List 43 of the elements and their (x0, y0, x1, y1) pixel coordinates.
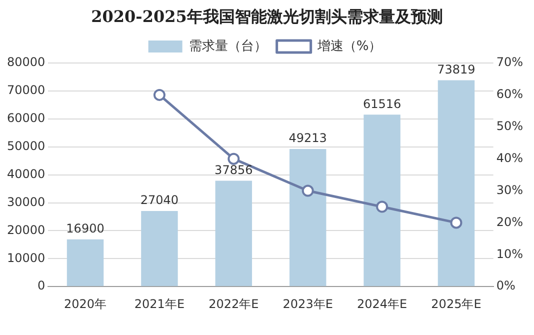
y-tick-label: 30000 (6, 194, 46, 209)
y2-tick-label: 70% (496, 55, 523, 70)
y2-tick-label: 10% (496, 246, 523, 261)
point (302, 184, 314, 197)
y2-tick-label: 0% (496, 278, 516, 293)
x-tick-label: 2021年E (134, 296, 185, 311)
y2-tick-label: 30% (496, 182, 523, 197)
y-tick-label: 10000 (6, 250, 46, 265)
legend-label: 需求量（台） (188, 38, 267, 54)
data-label: 49213 (288, 131, 327, 146)
bar (438, 80, 475, 286)
y-tick-label: 80000 (6, 55, 46, 70)
legend-label: 增速（%） (316, 38, 382, 54)
y-tick-label: 40000 (6, 166, 46, 181)
bar (364, 114, 400, 286)
data-label: 61516 (362, 96, 402, 111)
data-label: 37856 (214, 162, 253, 177)
y-tick-label: 70000 (6, 83, 46, 98)
y2-tick-label: 20% (496, 214, 523, 229)
bar (141, 211, 178, 286)
chart-title: 2020-2025年我国智能激光切割头需求量及预测 (90, 6, 444, 28)
y-tick-label: 0 (38, 278, 46, 293)
y-tick-label: 60000 (6, 111, 46, 126)
y2-tick-label: 60% (496, 87, 523, 102)
data-label: 16900 (66, 221, 104, 236)
bar (289, 149, 326, 286)
data-label: 73819 (437, 62, 476, 76)
y-tick-label: 20000 (6, 222, 46, 237)
y2-tick-label: 40% (496, 150, 523, 165)
point (376, 200, 388, 213)
point (228, 152, 240, 165)
y2-tick-label: 50% (496, 119, 523, 134)
point (153, 88, 166, 101)
point (450, 216, 462, 229)
bar (66, 239, 104, 286)
x-tick-label: 2025年E (431, 296, 482, 311)
y-tick-label: 50000 (6, 138, 46, 153)
x-tick-label: 2022年E (208, 296, 259, 311)
x-tick-label: 2024年E (356, 296, 408, 311)
x-tick-label: 2020年 (64, 296, 107, 311)
bar (215, 180, 252, 286)
x-tick-label: 2023年E (282, 296, 333, 311)
data-label: 27040 (140, 193, 179, 208)
